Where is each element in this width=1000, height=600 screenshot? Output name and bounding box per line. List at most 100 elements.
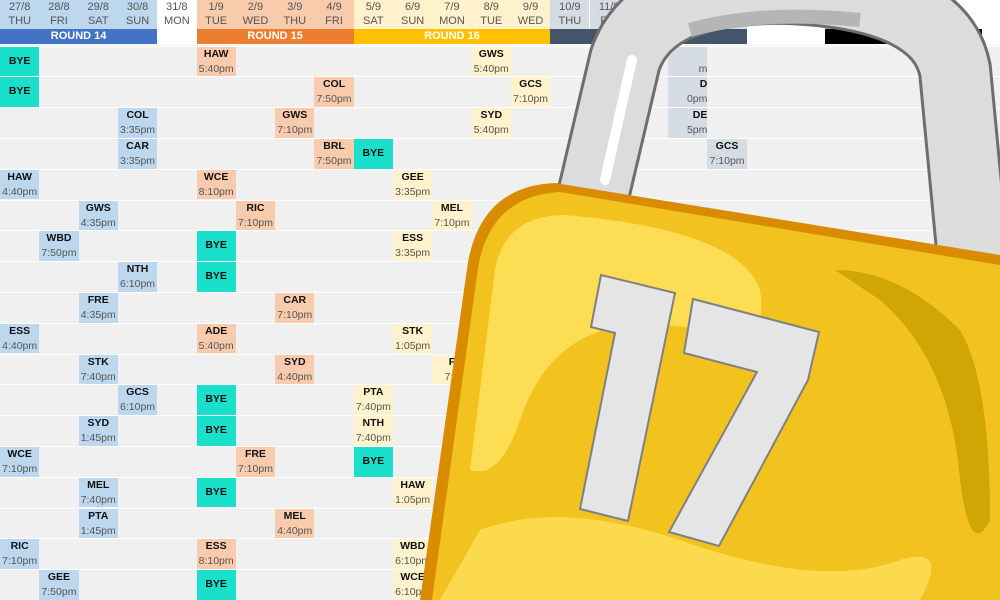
bye-cell[interactable]: BYE: [0, 77, 40, 108]
match-cell[interactable]: WBD 7:50pm: [39, 231, 79, 262]
match-cell[interactable]: NTH 6:10pm: [117, 262, 158, 292]
match-cell[interactable]: STK 1:05pm: [393, 323, 433, 354]
match-time: 4:40pm: [277, 524, 313, 537]
column-header[interactable]: 4/9 FRI: [314, 0, 354, 29]
column-day: THU: [558, 15, 582, 27]
match-time: 5:40pm: [473, 62, 509, 75]
column-header[interactable]: 2/9 WED: [235, 0, 276, 29]
column-header[interactable]: 7/9 MON: [432, 0, 472, 29]
column-header[interactable]: 29/8 SAT: [78, 0, 118, 29]
match-cell[interactable]: WCE 8:10pm: [196, 169, 236, 200]
team-code: FRE: [87, 293, 109, 306]
column-header[interactable]: 10/9 THU: [550, 0, 590, 29]
match-time: 7:10pm: [277, 308, 313, 321]
column-header[interactable]: 3/9 THU: [275, 0, 315, 29]
match-cell[interactable]: ESS 3:35pm: [393, 231, 433, 262]
column-header[interactable]: 6/9 SUN: [393, 0, 433, 29]
match-cell[interactable]: CAR 7:10pm: [275, 292, 315, 323]
match-cell[interactable]: COL 7:50pm: [314, 77, 354, 108]
bye-cell[interactable]: BYE: [196, 477, 236, 508]
team-code: WCE: [203, 170, 229, 183]
match-cell[interactable]: BRL 7:50pm: [314, 138, 354, 169]
match-cell[interactable]: D 0pm: [668, 77, 708, 108]
match-cell[interactable]: GWS 4:35pm: [78, 200, 118, 231]
match-cell[interactable]: PTA 1:45pm: [78, 508, 118, 539]
match-cell[interactable]: WCE 7:10pm: [0, 446, 40, 477]
match-cell[interactable]: HAW 1:05pm: [393, 477, 433, 508]
match-cell[interactable]: HAW 4:40pm: [0, 169, 40, 200]
column-date: 7/9: [444, 1, 460, 13]
match-cell[interactable]: NTH 7:40pm: [353, 416, 393, 446]
column-header[interactable]: 1/9 TUE: [196, 0, 236, 29]
column-day: WED: [242, 15, 269, 27]
match-cell[interactable]: GEE 7:50pm: [39, 570, 79, 600]
bye-cell[interactable]: BYE: [353, 446, 393, 477]
match-time: 1:05pm: [395, 339, 431, 352]
column-date: 9/9: [522, 1, 539, 13]
match-cell[interactable]: DE 5pm: [668, 108, 708, 138]
match-cell[interactable]: MEL 7:10pm: [432, 200, 472, 231]
match-cell[interactable]: ESS 8:10pm: [196, 539, 236, 570]
column-header[interactable]: 5/9 SAT: [353, 0, 393, 29]
team-code: GEE: [47, 571, 71, 584]
match-time: 4:35pm: [80, 216, 116, 229]
match-cell[interactable]: PTA 7:40pm: [353, 385, 393, 416]
bye-cell[interactable]: BYE: [196, 385, 236, 416]
match-cell[interactable]: STK 7:40pm: [78, 354, 118, 385]
match-cell[interactable]: FRE 7:10pm: [235, 446, 276, 477]
column-date: 5/9: [365, 1, 381, 13]
team-code: ESS: [402, 232, 424, 245]
bye-cell[interactable]: BYE: [196, 231, 236, 262]
match-cell[interactable]: MEL 4:40pm: [275, 508, 315, 539]
match-cell[interactable]: HAW 5:40pm: [196, 46, 236, 77]
match-cell[interactable]: ESS 4:40pm: [0, 323, 40, 354]
match-time: 7:40pm: [355, 401, 391, 414]
column-header[interactable]: 9/9 WED: [510, 0, 551, 29]
match-cell[interactable]: SYD 5:40pm: [471, 108, 511, 138]
bye-cell[interactable]: BYE: [196, 262, 236, 292]
column-header[interactable]: 27/8 THU: [0, 0, 40, 29]
column-header[interactable]: 30/8 SUN: [117, 0, 158, 29]
column-day: FRI: [50, 15, 68, 27]
team-code: GWS: [478, 47, 504, 60]
bye-cell[interactable]: BYE: [353, 138, 393, 169]
match-time: 7:10pm: [277, 124, 313, 137]
match-cell[interactable]: GEE 3:35pm: [393, 169, 433, 200]
column-header[interactable]: 8/9 TUE: [471, 0, 511, 29]
team-code: GWS: [85, 201, 111, 214]
match-cell[interactable]: GCS 7:10pm: [707, 138, 747, 169]
bye-cell[interactable]: BYE: [0, 46, 40, 77]
column-header[interactable]: 28/8 FRI: [39, 0, 79, 29]
column-date: 1/9: [208, 1, 224, 13]
team-code: GCS: [715, 139, 739, 152]
match-cell[interactable]: m: [668, 46, 708, 77]
match-cell[interactable]: GCS 6:10pm: [117, 385, 158, 416]
match-time: 8:10pm: [198, 185, 234, 198]
match-cell[interactable]: SYD 4:40pm: [275, 354, 315, 385]
column-header[interactable]: 31/8 MON: [157, 0, 197, 29]
match-time: 7:50pm: [316, 154, 352, 167]
team-code: BRL: [323, 139, 345, 152]
column-day: WED: [517, 15, 544, 27]
match-time: 6:10pm: [120, 278, 156, 291]
match-cell[interactable]: GWS 7:10pm: [275, 108, 315, 138]
team-code: CAR: [126, 139, 149, 152]
bye-cell[interactable]: BYE: [196, 416, 236, 446]
match-cell[interactable]: GWS 5:40pm: [471, 46, 511, 77]
bye-cell[interactable]: BYE: [196, 570, 236, 600]
match-cell[interactable]: RIC 7:10pm: [235, 200, 276, 231]
match-cell[interactable]: COL 3:35pm: [117, 108, 158, 138]
column-day: SAT: [363, 15, 384, 27]
match-cell[interactable]: GCS 7:10pm: [510, 77, 551, 108]
team-code: HAW: [400, 478, 425, 491]
match-cell[interactable]: RIC 7:10pm: [0, 539, 40, 570]
match-cell[interactable]: FRE 4:35pm: [78, 292, 118, 323]
match-time: 7:40pm: [80, 370, 116, 383]
match-time: 5:40pm: [473, 124, 509, 137]
team-code: D: [699, 78, 708, 91]
match-cell[interactable]: CAR 3:35pm: [117, 138, 158, 169]
match-cell[interactable]: ADE 5:40pm: [196, 323, 236, 354]
match-cell[interactable]: SYD 1:45pm: [78, 416, 118, 446]
match-cell[interactable]: MEL 7:40pm: [78, 477, 118, 508]
column-day: MON: [439, 15, 465, 27]
